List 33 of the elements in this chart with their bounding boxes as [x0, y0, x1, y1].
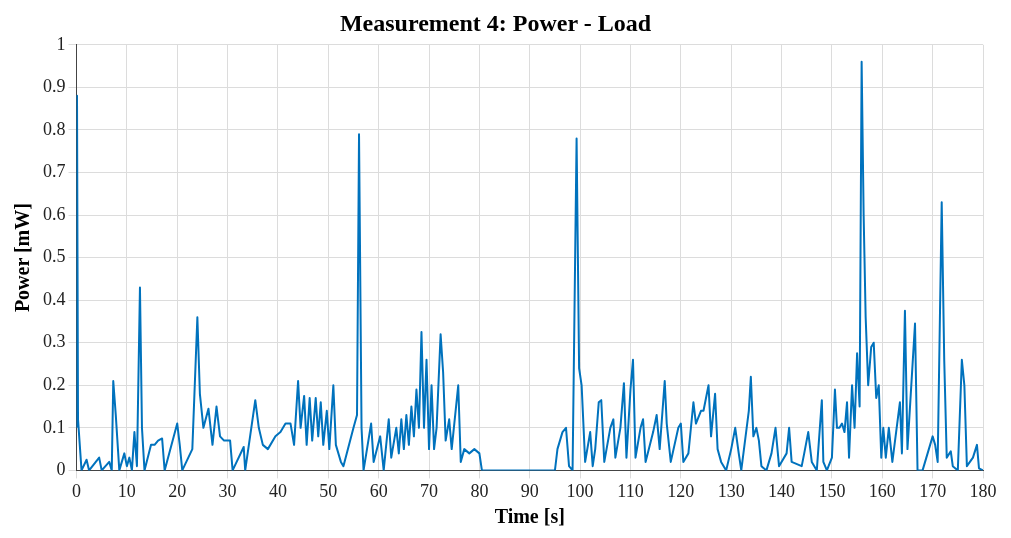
x-tick-label: 90 — [520, 480, 539, 501]
x-axis-title: Time [s] — [494, 505, 565, 528]
x-tick-label: 30 — [218, 480, 237, 501]
x-tick-label: 0 — [72, 480, 81, 501]
y-tick-label: 0.1 — [43, 416, 66, 437]
x-tick-label: 60 — [369, 480, 388, 501]
y-tick-label: 0.7 — [43, 161, 66, 182]
y-tick-label: 0.4 — [43, 288, 66, 309]
y-tick-label: 0.3 — [43, 331, 66, 352]
y-tick-label: 0.2 — [43, 374, 66, 395]
x-tick-label: 70 — [420, 480, 439, 501]
x-tick-label: 110 — [617, 480, 644, 501]
y-axis-title: Power [mW] — [11, 203, 34, 313]
x-tick-label: 130 — [717, 480, 745, 501]
x-tick-label: 150 — [818, 480, 846, 501]
y-tick-label: 0 — [56, 459, 66, 480]
y-tick-label: 1 — [56, 33, 66, 54]
x-tick-label: 10 — [117, 480, 136, 501]
y-tick-label: 0.9 — [43, 76, 66, 97]
x-tick-label: 40 — [268, 480, 287, 501]
y-tick-label: 0.5 — [43, 246, 66, 267]
x-tick-label: 100 — [566, 480, 594, 501]
x-tick-label: 120 — [667, 480, 695, 501]
chart-title: Measurement 4: Power - Load — [339, 9, 652, 36]
x-tick-label: 180 — [969, 480, 997, 501]
x-tick-label: 80 — [470, 480, 489, 501]
y-tick-label: 0.8 — [43, 118, 66, 139]
x-tick-label: 50 — [319, 480, 338, 501]
x-tick-label: 160 — [868, 480, 896, 501]
x-tick-label: 170 — [919, 480, 947, 501]
y-tick-label: 0.6 — [43, 203, 66, 224]
x-tick-label: 20 — [168, 480, 187, 501]
x-tick-label: 140 — [768, 480, 796, 501]
